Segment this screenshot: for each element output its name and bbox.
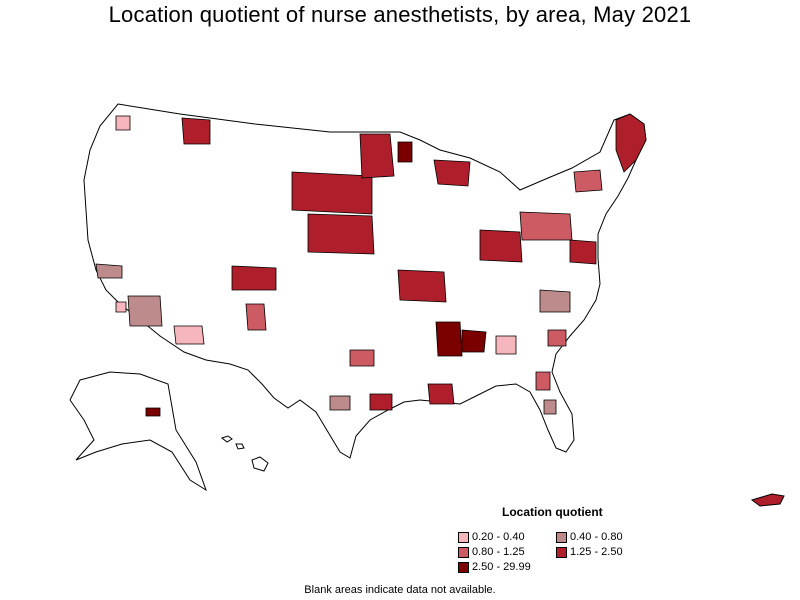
puerto-rico [750, 493, 785, 507]
legend-swatch-4 [458, 561, 469, 573]
shaded-areas [95, 113, 647, 417]
legend-item-4: 2.50 - 29.99 [458, 561, 531, 573]
legend-item-1: 0.40 - 0.80 [556, 531, 623, 543]
map-title: Location quotient of nurse anesthetists,… [108, 2, 692, 27]
legend-label-1: 0.40 - 0.80 [570, 531, 623, 543]
hawaii-islands [220, 435, 269, 472]
legend-item-2: 0.80 - 1.25 [458, 546, 525, 558]
legend-swatch-1 [556, 531, 567, 543]
legend-swatch-2 [458, 546, 469, 558]
legend-label-0: 0.20 - 0.40 [472, 531, 525, 543]
alaska-outline [69, 371, 207, 492]
legend-label-2: 0.80 - 1.25 [472, 546, 525, 558]
footnote: Blank areas indicate data not available. [304, 584, 496, 596]
legend-label-4: 2.50 - 29.99 [472, 561, 531, 573]
legend-swatch-0 [458, 531, 469, 543]
us-outline [83, 103, 647, 459]
legend-title: Location quotient [502, 505, 603, 519]
legend-item-3: 1.25 - 2.50 [556, 546, 623, 558]
legend-swatch-3 [556, 546, 567, 558]
legend-item-0: 0.20 - 0.40 [458, 531, 525, 543]
legend-label-3: 1.25 - 2.50 [570, 546, 623, 558]
